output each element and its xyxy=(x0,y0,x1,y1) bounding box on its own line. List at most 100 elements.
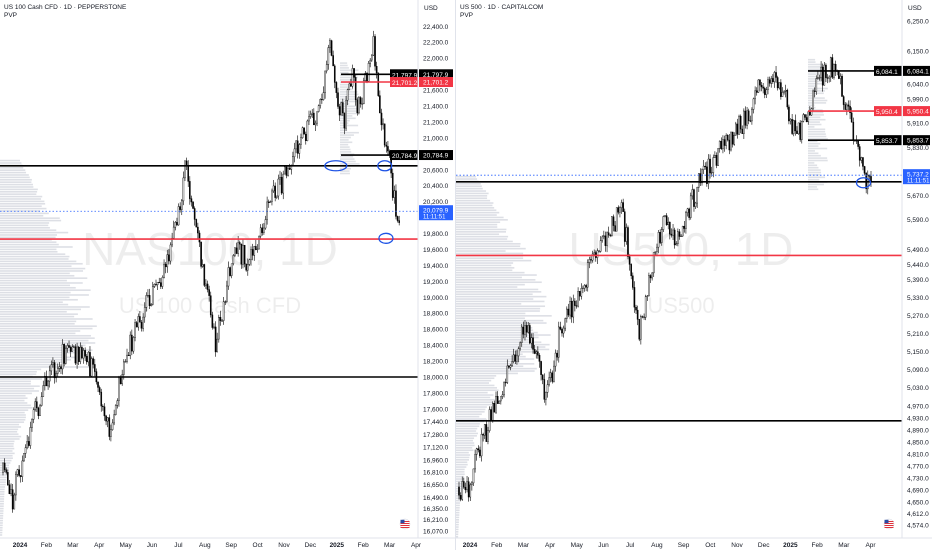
candle-down xyxy=(683,225,686,229)
candle-up xyxy=(654,251,657,253)
volume-profile-bar xyxy=(340,163,360,165)
candle-up xyxy=(242,244,244,265)
volume-profile-bar xyxy=(0,438,20,440)
candle-up xyxy=(615,207,618,232)
candle-up xyxy=(817,77,819,79)
candle-down xyxy=(863,166,866,174)
axis-level-box xyxy=(903,106,930,117)
volume-profile-bar xyxy=(340,69,359,72)
candle-down xyxy=(709,158,711,174)
candle-up xyxy=(646,295,649,297)
volume-profile-bar xyxy=(456,367,537,370)
candle-down xyxy=(850,112,853,123)
candle-down xyxy=(11,489,14,510)
countdown-label: 11:11:51 xyxy=(423,215,446,221)
candle-down xyxy=(164,263,167,268)
candle-up xyxy=(718,140,721,149)
volume-profile-bar xyxy=(456,502,460,504)
volume-profile-bar xyxy=(0,313,78,315)
candle-up xyxy=(311,112,314,115)
candle-down xyxy=(720,140,723,150)
candle-up xyxy=(319,99,322,106)
candle-up xyxy=(309,113,312,117)
candle-up xyxy=(789,119,792,122)
candle-up xyxy=(163,263,165,278)
candle-down xyxy=(479,449,481,457)
volume-profile-bar xyxy=(0,368,42,371)
candle-up xyxy=(783,91,785,93)
volume-profile-bar xyxy=(0,524,3,527)
candle-up xyxy=(588,259,591,263)
candle-up xyxy=(362,80,365,105)
volume-profile-bar xyxy=(456,377,495,380)
volume-profile-bar xyxy=(340,100,360,103)
volume-profile-bar xyxy=(456,185,482,188)
watermark-name: US500 xyxy=(647,293,714,318)
volume-profile-bar xyxy=(808,104,815,107)
volume-profile-bar xyxy=(0,286,76,289)
volume-profile-bar xyxy=(0,483,6,486)
volume-profile-bar xyxy=(0,171,27,174)
candle-down xyxy=(804,114,806,118)
candle-up xyxy=(73,346,75,348)
volume-profile-bar xyxy=(456,423,480,425)
candle-down xyxy=(288,168,291,170)
volume-profile-bar xyxy=(0,226,50,229)
candle-down xyxy=(638,319,641,340)
candle-up xyxy=(292,156,294,166)
volume-profile-bar xyxy=(456,415,480,418)
axis-level-box xyxy=(419,76,453,87)
candle-down xyxy=(3,462,6,471)
volume-profile-bar xyxy=(456,281,542,284)
volume-profile-bar xyxy=(0,428,19,431)
pane-divider[interactable] xyxy=(455,0,456,550)
level-label-box xyxy=(390,76,418,87)
chart-background xyxy=(0,0,455,550)
volume-profile-bar xyxy=(456,466,467,468)
candle-down xyxy=(862,157,864,167)
chart-title: US 100 Cash CFD · 1D · PEPPERSTONE xyxy=(4,4,127,11)
candle-up xyxy=(55,373,57,379)
candle-up xyxy=(640,316,642,340)
candle-up xyxy=(269,201,272,203)
y-tick-label: 16,810.0 xyxy=(423,469,449,476)
us500-chart[interactable]: US500, 1D US500 6,084.1 5,950.4 5,853.7 6,250… xyxy=(456,0,932,550)
candle-down xyxy=(458,486,460,496)
candle-up xyxy=(106,417,109,422)
volume-profile-bar xyxy=(0,387,35,390)
y-tick-label: 17,800.0 xyxy=(423,390,449,397)
volume-profile-bar xyxy=(340,170,350,172)
candle-down xyxy=(380,112,383,126)
candle-up xyxy=(662,216,665,230)
level-label: 6,084.1 xyxy=(876,69,898,76)
candle-up xyxy=(810,108,813,116)
candle-down xyxy=(203,264,206,286)
x-tick-label: Mar xyxy=(384,542,396,549)
volume-profile-bar xyxy=(0,418,26,421)
y-tick-label: 5,390.0 xyxy=(907,277,929,284)
candle-up xyxy=(317,105,320,112)
candle-up xyxy=(364,72,367,81)
y-tick-label: 4,650.0 xyxy=(907,499,929,506)
candle-down xyxy=(84,350,86,357)
candle-down xyxy=(383,123,386,146)
candle-up xyxy=(520,326,523,343)
candle-down xyxy=(335,82,338,93)
candle-down xyxy=(578,291,581,297)
y-tick-label: 18,800.0 xyxy=(423,311,449,318)
volume-profile-bar xyxy=(456,346,546,348)
us-flag-icon xyxy=(883,518,895,530)
candle-up xyxy=(246,264,249,271)
candle-up xyxy=(823,64,826,86)
candle-up xyxy=(846,104,848,110)
volume-profile-bar xyxy=(456,473,465,476)
x-tick-label: Nov xyxy=(731,542,743,549)
volume-profile-bar xyxy=(0,440,15,443)
volume-profile-bar xyxy=(456,456,470,459)
volume-profile-bar xyxy=(808,109,823,111)
volume-profile-bar xyxy=(808,176,826,179)
candle-up xyxy=(166,254,169,268)
volume-profile-bar xyxy=(0,502,4,505)
candle-up xyxy=(680,235,682,237)
